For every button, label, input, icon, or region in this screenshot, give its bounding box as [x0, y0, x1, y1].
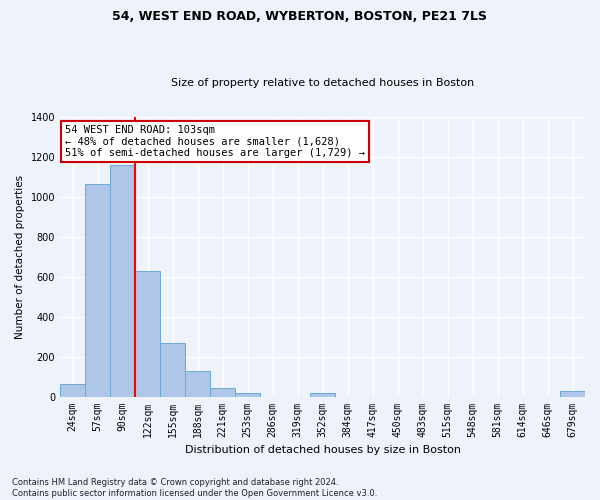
Bar: [160, 342, 185, 396]
Bar: [135, 270, 160, 396]
Bar: [210, 388, 235, 396]
Y-axis label: Number of detached properties: Number of detached properties: [15, 174, 25, 338]
Bar: [560, 390, 585, 396]
Bar: [85, 184, 110, 396]
Bar: [185, 370, 210, 396]
Bar: [235, 392, 260, 396]
Bar: [110, 164, 135, 396]
Bar: [60, 384, 85, 396]
Text: 54 WEST END ROAD: 103sqm
← 48% of detached houses are smaller (1,628)
51% of sem: 54 WEST END ROAD: 103sqm ← 48% of detach…: [65, 125, 365, 158]
Text: 54, WEST END ROAD, WYBERTON, BOSTON, PE21 7LS: 54, WEST END ROAD, WYBERTON, BOSTON, PE2…: [113, 10, 487, 23]
Title: Size of property relative to detached houses in Boston: Size of property relative to detached ho…: [171, 78, 474, 88]
X-axis label: Distribution of detached houses by size in Boston: Distribution of detached houses by size …: [185, 445, 461, 455]
Text: Contains HM Land Registry data © Crown copyright and database right 2024.
Contai: Contains HM Land Registry data © Crown c…: [12, 478, 377, 498]
Bar: [310, 392, 335, 396]
